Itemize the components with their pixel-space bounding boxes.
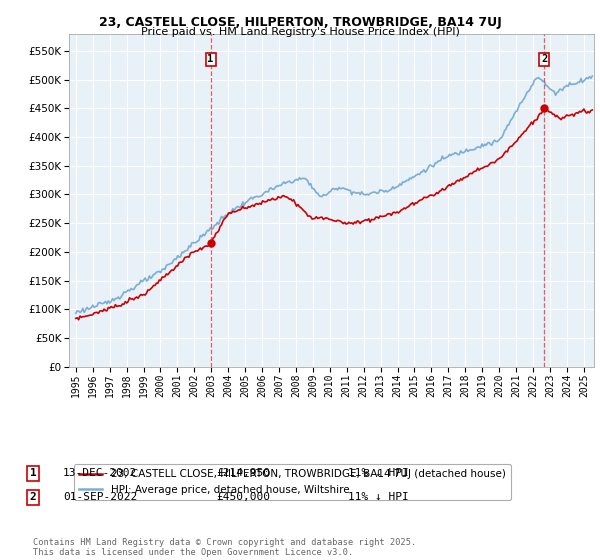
Text: 11% ↓ HPI: 11% ↓ HPI (348, 492, 409, 502)
Text: 2: 2 (541, 54, 547, 64)
Text: 11% ↓ HPI: 11% ↓ HPI (348, 468, 409, 478)
Text: 01-SEP-2022: 01-SEP-2022 (63, 492, 137, 502)
Text: Contains HM Land Registry data © Crown copyright and database right 2025.
This d: Contains HM Land Registry data © Crown c… (33, 538, 416, 557)
Text: 23, CASTELL CLOSE, HILPERTON, TROWBRIDGE, BA14 7UJ: 23, CASTELL CLOSE, HILPERTON, TROWBRIDGE… (98, 16, 502, 29)
Text: 1: 1 (29, 468, 37, 478)
Legend: 23, CASTELL CLOSE, HILPERTON, TROWBRIDGE, BA14 7UJ (detached house), HPI: Averag: 23, CASTELL CLOSE, HILPERTON, TROWBRIDGE… (74, 464, 511, 500)
Text: £450,000: £450,000 (216, 492, 270, 502)
Text: £214,950: £214,950 (216, 468, 270, 478)
Text: Price paid vs. HM Land Registry's House Price Index (HPI): Price paid vs. HM Land Registry's House … (140, 27, 460, 37)
Text: 1: 1 (208, 54, 214, 64)
Text: 13-DEC-2002: 13-DEC-2002 (63, 468, 137, 478)
Text: 2: 2 (29, 492, 37, 502)
